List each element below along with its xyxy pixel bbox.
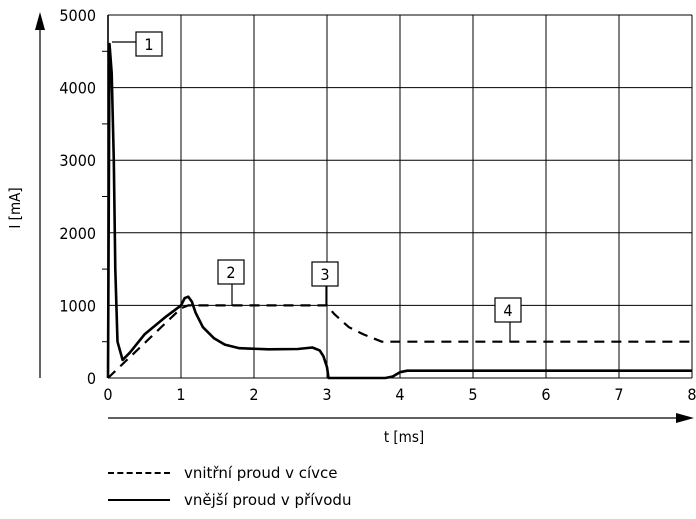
x-tick-label: 6 [541, 385, 550, 404]
callout-box [135, 31, 163, 57]
callout-box [494, 297, 522, 323]
grid [102, 14, 693, 379]
callout-3: 3 [311, 261, 339, 306]
x-axis-arrowhead [676, 413, 694, 423]
axes [35, 12, 694, 423]
legend-dashed-label: vnitřní proud v cívce [184, 464, 338, 482]
series-solid-line [106, 42, 692, 380]
x-axis-label: t [ms] [384, 428, 424, 446]
x-tick-label: 3 [322, 385, 331, 404]
callout-4: 4 [494, 297, 522, 342]
legend-solid-swatch [108, 499, 170, 501]
legend-item-solid: vnější proud v přívodu [108, 488, 351, 512]
callout-2: 2 [217, 259, 245, 306]
callout-number: 1 [144, 35, 153, 54]
x-tick-label: 7 [614, 385, 623, 404]
y-tick-label: 4000 [59, 79, 96, 98]
callout-number: 3 [320, 265, 329, 284]
y-tick-label: 2000 [59, 224, 96, 243]
series-lines [106, 42, 692, 380]
y-tick-label: 0 [87, 369, 96, 388]
series-dashed-line [107, 304, 692, 379]
y-axis-arrowhead [35, 12, 45, 30]
y-axis-label: I [mA] [6, 187, 24, 228]
callout-box [217, 259, 245, 285]
legend-solid-label: vnější proud v přívodu [184, 491, 352, 509]
y-tick-label: 3000 [59, 151, 96, 170]
callout-number: 4 [503, 301, 512, 320]
legend-item-dashed: vnitřní proud v cívce [108, 461, 338, 485]
callout-number: 2 [226, 263, 235, 282]
tick-labels: 0 1000 2000 3000 4000 5000 0 1 2 3 4 5 6 7 8 [59, 6, 696, 404]
x-tick-label: 5 [468, 385, 477, 404]
x-tick-label: 2 [249, 385, 258, 404]
x-tick-label: 1 [176, 385, 185, 404]
y-tick-label: 5000 [59, 6, 96, 25]
callout-1: 1 [112, 31, 163, 57]
callout-box [311, 261, 339, 287]
y-tick-label: 1000 [59, 296, 96, 315]
x-tick-label: 8 [687, 385, 696, 404]
x-tick-label: 4 [395, 385, 404, 404]
x-tick-label: 0 [103, 385, 112, 404]
annotations: 1 2 3 4 [112, 31, 522, 342]
legend-dashed-swatch [108, 472, 170, 474]
